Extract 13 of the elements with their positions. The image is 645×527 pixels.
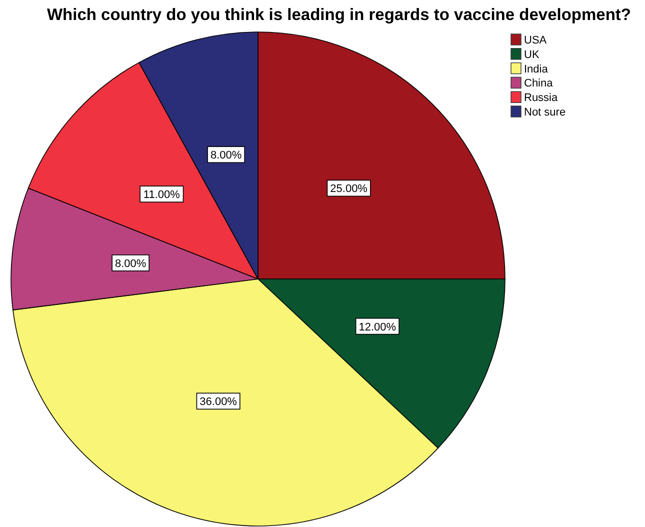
data-label: 8.00%	[210, 150, 242, 162]
data-label: 8.00%	[114, 258, 146, 270]
data-label: 12.00%	[358, 321, 396, 334]
legend-label: UK	[524, 48, 540, 61]
legend-label: India	[524, 63, 549, 76]
legend-label: China	[524, 78, 554, 90]
data-label: 11.00%	[143, 189, 180, 202]
data-label: 36.00%	[200, 396, 238, 408]
data-label: 25.00%	[330, 183, 368, 196]
chart-title: Which country do you think is leading in regards to vaccine development?	[46, 6, 632, 24]
legend-label: Not sure	[524, 106, 566, 118]
legend-label: Russia	[524, 92, 559, 104]
legend-label: USA	[524, 34, 548, 46]
